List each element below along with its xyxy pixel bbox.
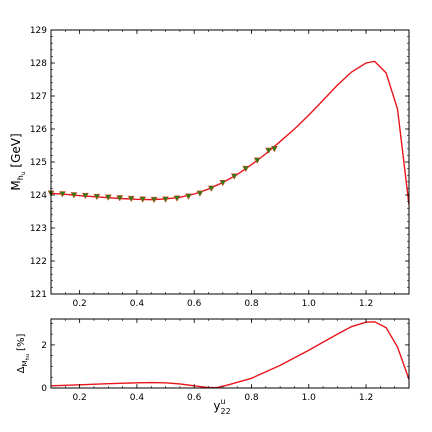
mass-marker [59, 191, 66, 198]
mass-x-tick-label: 1.2 [359, 299, 373, 309]
mass-x-tick-label: 0.6 [187, 299, 202, 309]
delta-y-axis-label-sub: M [21, 360, 29, 366]
delta-y-tick-label: 2 [41, 341, 47, 351]
mass-y-tick-label: 125 [30, 158, 47, 168]
mass-panel: 0.2 0.4 0.6 0.8 1.0 1.2 121 122 123 124 125 126 127 1… [9, 26, 410, 309]
mass-y-axis-label: Mhu [GeV] [9, 133, 27, 190]
mass-marker [162, 196, 169, 203]
x-axis-label-sub: 22 [221, 407, 231, 416]
delta-y-axis-label-subsub: hu [25, 354, 31, 360]
mass-x-tick-label: 1.0 [302, 299, 317, 309]
x-axis-label: yu 22 [213, 397, 230, 416]
mass-x-tick-label: 0.2 [72, 299, 86, 309]
mass-marker [207, 185, 215, 192]
delta-x-tick-label: 0.6 [187, 393, 202, 403]
mass-markers [47, 146, 278, 204]
mass-y-axis-label-sub: h [16, 175, 25, 180]
mass-marker [139, 196, 147, 203]
delta-curve [50, 321, 410, 389]
mass-y-tick-label: 128 [30, 59, 47, 69]
mass-y-tick-label: 124 [30, 191, 47, 201]
mass-y-axis-label-subsub: u [20, 171, 27, 175]
delta-y-axis-label: ΔMhu [%] [16, 334, 31, 374]
mass-marker [116, 195, 124, 202]
delta-x-tick-label: 0.4 [130, 393, 145, 403]
mass-marker [185, 193, 192, 200]
mass-marker [253, 157, 261, 164]
mass-marker [242, 165, 250, 173]
mass-y-tick-label: 123 [30, 224, 47, 234]
mass-marker [104, 194, 112, 201]
delta-axes-frame [50, 318, 410, 389]
delta-x-tick-label: 0.2 [72, 393, 86, 403]
delta-y-tick-label: 0 [41, 384, 47, 394]
mass-marker [150, 196, 158, 204]
delta-panel: 0.2 0.4 0.6 0.8 1.0 1.2 0 2 ΔMhu [%] yu 22 [16, 318, 410, 416]
mass-y-tick-label: 127 [30, 92, 47, 102]
mass-x-tick-label: 0.4 [130, 299, 145, 309]
mass-y-tick-label: 121 [30, 290, 47, 300]
mass-marker [70, 192, 78, 199]
mass-marker [265, 147, 273, 154]
mass-marker [127, 195, 135, 203]
mass-marker [81, 192, 89, 200]
delta-x-tick-label: 1.0 [302, 393, 317, 403]
mass-y-tick-label: 126 [30, 125, 47, 135]
delta-x-tick-label: 1.2 [359, 393, 373, 403]
mass-marker [93, 193, 101, 201]
mass-marker [173, 195, 181, 202]
mass-y-tick-label: 129 [30, 26, 47, 36]
mass-marker [196, 190, 204, 197]
x-axis-label-sup: u [220, 397, 225, 406]
mass-marker [270, 146, 278, 153]
mass-marker [219, 180, 227, 187]
mass-x-tick-label: 0.8 [244, 299, 259, 309]
delta-x-tick-label: 0.8 [244, 393, 259, 403]
mass-y-tick-label: 122 [30, 257, 47, 267]
mass-marker [230, 173, 238, 180]
mass-curve [50, 60, 410, 205]
